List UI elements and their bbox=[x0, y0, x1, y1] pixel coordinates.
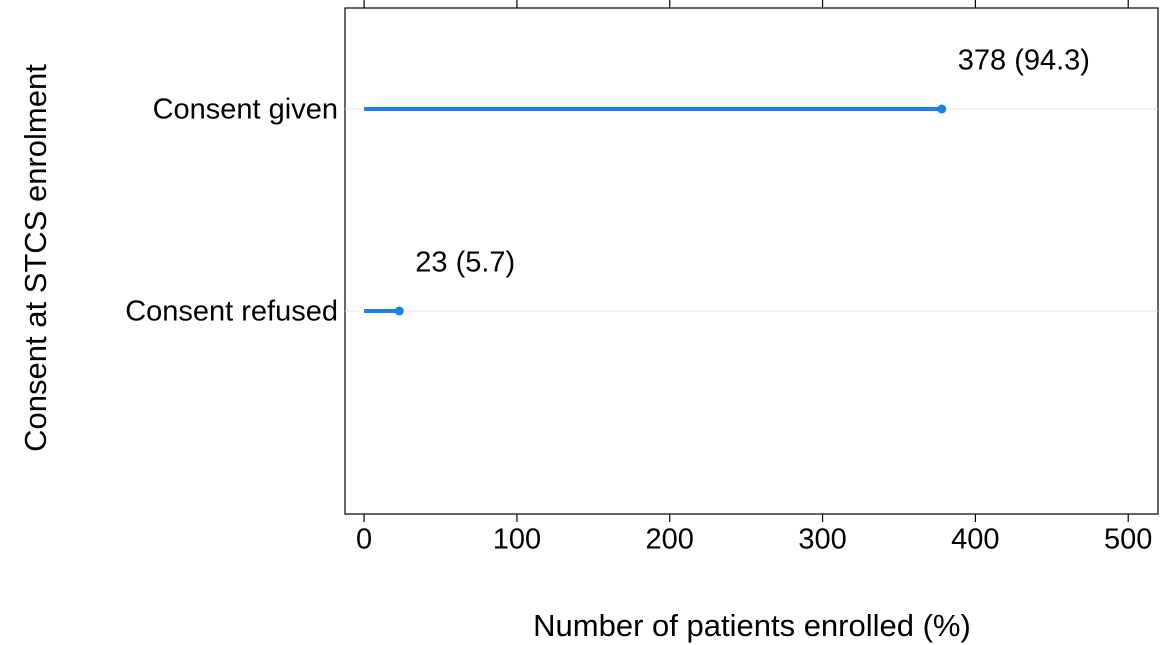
y-tick-label: Consent given bbox=[153, 94, 338, 126]
data-label: 378 (94.3) bbox=[958, 45, 1090, 77]
data-label: 23 (5.7) bbox=[415, 247, 515, 279]
lollipop-dot bbox=[394, 306, 404, 316]
lollipop-dot bbox=[937, 104, 947, 114]
plot-frame bbox=[344, 7, 1159, 515]
y-tick-label: Consent refused bbox=[125, 296, 338, 328]
x-tick-label: 300 bbox=[798, 524, 846, 556]
x-tick-label: 200 bbox=[646, 524, 694, 556]
x-tick-label: 100 bbox=[493, 524, 541, 556]
x-axis-label: Number of patients enrolled (%) bbox=[533, 608, 971, 643]
x-tick-label: 500 bbox=[1104, 524, 1152, 556]
x-tick-label: 0 bbox=[356, 524, 372, 556]
y-axis-label: Consent at STCS enrolment bbox=[18, 64, 53, 452]
x-tick-label: 400 bbox=[951, 524, 999, 556]
